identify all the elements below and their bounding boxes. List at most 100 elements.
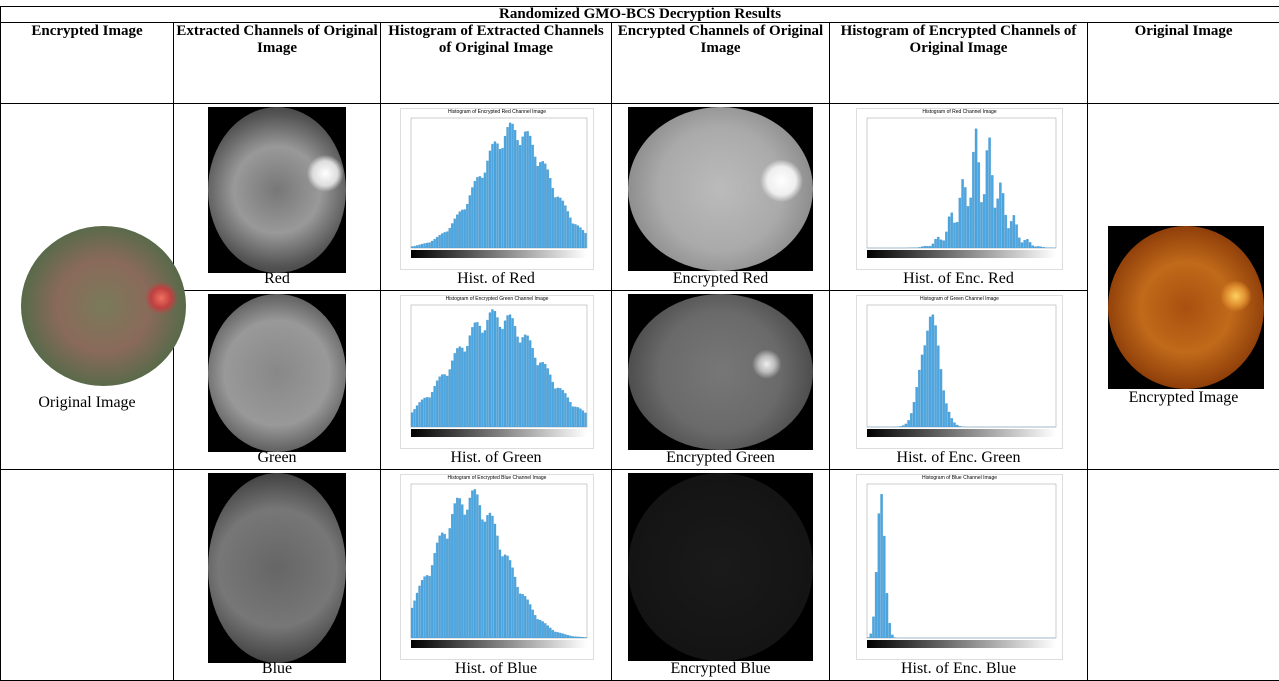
caption: Hist. of Blue — [381, 660, 611, 678]
histogram-plot — [401, 303, 593, 447]
gray-bar — [411, 640, 587, 648]
caption: Hist. of Green — [381, 449, 611, 467]
cell-content: Histogram of Red Channel Image Hist. of E… — [830, 104, 1087, 290]
histogram-plot — [401, 482, 593, 658]
cell-content: Encrypted Image — [1088, 104, 1279, 468]
cell-content: Encrypted Green — [612, 291, 829, 469]
histogram-plot — [857, 303, 1062, 447]
cell-content — [1088, 470, 1279, 680]
cell-content: Histogram of Encrypted Blue Channel Imag… — [381, 470, 611, 680]
caption: Hist. of Enc. Green — [830, 449, 1087, 467]
channel-cell: Red — [174, 104, 381, 291]
cell-content: Encrypted Blue — [612, 470, 829, 680]
histogram-image: Histogram of Encrypted Green Channel Ima… — [400, 295, 594, 449]
column-header: Extracted Channels of Original Image — [174, 23, 381, 104]
histogram-image: Histogram of Blue Channel Image — [856, 474, 1063, 660]
cell-content — [1, 470, 173, 680]
channel-image — [208, 473, 346, 663]
original-image — [1108, 226, 1264, 389]
histogram-title: Histogram of Encrypted Green Channel Ima… — [401, 296, 593, 303]
gray-bar — [411, 250, 587, 258]
empty-cell — [1088, 470, 1279, 681]
histogram-bars — [411, 123, 586, 248]
histogram-plot — [857, 116, 1062, 268]
channel-image — [628, 294, 813, 450]
channel-cell: Blue — [174, 470, 381, 681]
histogram-cell: Histogram of Encrypted Green Channel Ima… — [381, 291, 612, 470]
encrypted-histogram-cell: Histogram of Red Channel Image Hist. of E… — [830, 104, 1088, 291]
channel-image — [628, 473, 813, 661]
histogram-bars — [411, 310, 586, 427]
cell-content: Histogram of Encrypted Green Channel Ima… — [381, 291, 611, 469]
histogram-title: Histogram of Blue Channel Image — [857, 475, 1062, 482]
fundus — [628, 294, 813, 450]
cell-content: Encrypted Red — [612, 104, 829, 290]
cell-content: Histogram of Blue Channel Image Hist. of … — [830, 470, 1087, 680]
fundus — [1108, 226, 1264, 389]
plot-frame — [867, 305, 1056, 427]
gray-bar — [867, 250, 1056, 258]
column-header: Encrypted Image — [1, 23, 174, 104]
encrypted-channel-cell: Encrypted Blue — [612, 470, 830, 681]
caption: Hist. of Red — [381, 270, 611, 288]
histogram-bars — [867, 494, 1055, 638]
caption: Red — [174, 270, 380, 288]
encrypted-histogram-cell: Histogram of Blue Channel Image Hist. of … — [830, 470, 1088, 681]
cell-content: Blue — [174, 470, 380, 680]
cell-content: Histogram of Encrypted Red Channel Image… — [381, 104, 611, 290]
cell-content: Histogram of Green Channel Image Hist. of… — [830, 291, 1087, 469]
encrypted-image — [21, 226, 186, 386]
histogram-image: Histogram of Green Channel Image — [856, 295, 1063, 449]
channel-cell: Green — [174, 291, 381, 470]
histogram-bars — [867, 129, 1055, 248]
histogram-cell: Histogram of Encrypted Blue Channel Imag… — [381, 470, 612, 681]
column-header: Histogram of Extracted Channels of Origi… — [381, 23, 612, 104]
caption: Encrypted Red — [612, 270, 829, 288]
channel-image — [208, 294, 346, 452]
histogram-title: Histogram of Red Channel Image — [857, 109, 1062, 116]
gray-bar — [867, 429, 1056, 437]
caption: Hist. of Enc. Blue — [830, 660, 1087, 678]
caption: Encrypted Blue — [612, 660, 829, 678]
encrypted-histogram-cell: Histogram of Green Channel Image Hist. of… — [830, 291, 1088, 470]
cell-content: Green — [174, 291, 380, 469]
empty-cell — [1, 470, 174, 681]
caption: Blue — [174, 660, 380, 678]
results-table: Randomized GMO-BCS Decryption Results En… — [0, 6, 1279, 681]
gray-bar — [411, 429, 587, 437]
column-header: Histogram of Encrypted Channels of Origi… — [830, 23, 1088, 104]
histogram-title: Histogram of Green Channel Image — [857, 296, 1062, 303]
caption: Encrypted Green — [612, 449, 829, 467]
original-image-cell: Encrypted Image — [1088, 104, 1279, 470]
histogram-cell: Histogram of Encrypted Red Channel Image… — [381, 104, 612, 291]
histogram-image: Histogram of Encrypted Red Channel Image — [400, 108, 594, 270]
fundus — [628, 107, 813, 271]
fundus — [208, 294, 346, 452]
column-header: Encrypted Channels of Original Image — [612, 23, 830, 104]
channel-image — [208, 107, 346, 273]
caption: Green — [174, 449, 380, 467]
table-title: Randomized GMO-BCS Decryption Results — [1, 7, 1279, 23]
histogram-plot — [401, 116, 593, 268]
caption: Original Image — [1, 394, 173, 412]
plot-frame — [867, 484, 1056, 638]
histogram-bars — [411, 489, 586, 638]
fundus — [208, 473, 346, 663]
cell-content: Red — [174, 104, 380, 290]
column-header: Original Image — [1088, 23, 1279, 104]
histogram-title: Histogram of Encrypted Red Channel Image — [401, 109, 593, 116]
histogram-image: Histogram of Encrypted Blue Channel Imag… — [400, 474, 594, 660]
fundus — [208, 107, 346, 273]
gray-bar — [867, 640, 1056, 648]
channel-image — [628, 107, 813, 271]
histogram-plot — [857, 482, 1062, 658]
encrypted-channel-cell: Encrypted Green — [612, 291, 830, 470]
cell-content: Original Image — [1, 104, 173, 468]
fundus — [628, 473, 813, 661]
encrypted-image-cell: Original Image — [1, 104, 174, 470]
histogram-image: Histogram of Red Channel Image — [856, 108, 1063, 270]
caption: Hist. of Enc. Red — [830, 270, 1087, 288]
